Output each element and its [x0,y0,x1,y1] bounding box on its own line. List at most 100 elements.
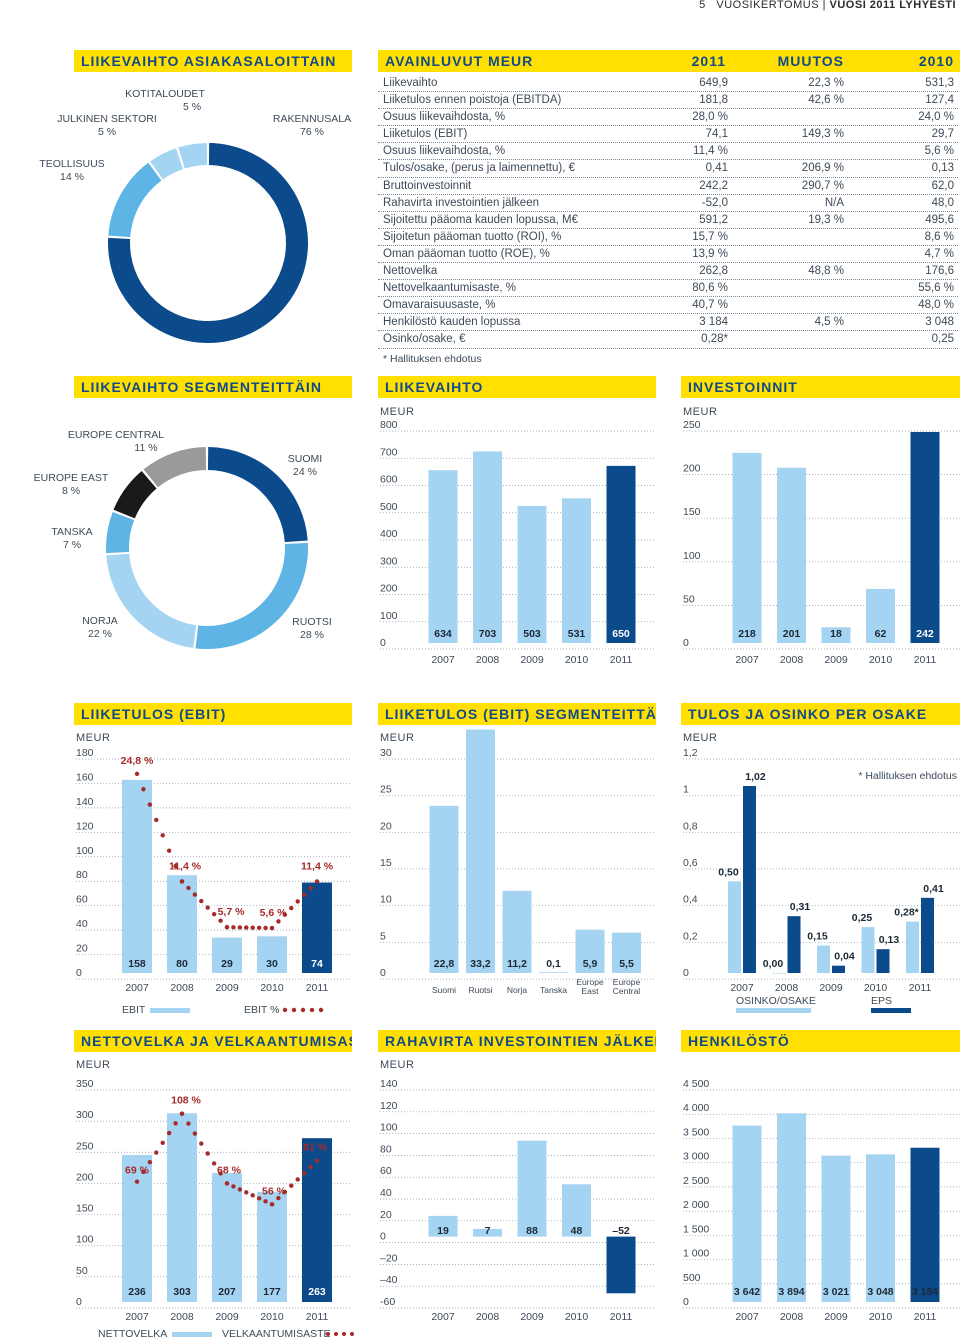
y-tick-label: 200 [76,1171,94,1183]
bar [167,875,197,973]
line-dot [141,787,146,792]
line-value-label: 56 % [262,1185,287,1197]
bar-value-label: 503 [523,628,541,640]
bar [612,932,641,973]
ebit-segments-chart: MEUR 0 5 10 15 20 25 30 22,8 Suomi 33,2 Ruotsi 11,2 N… [380,729,656,996]
y-tick-label: 0 [76,967,82,979]
x-tick-label: 2010 [260,982,284,994]
table-cell-v2011: 15,7 % [692,230,728,243]
legend-label: EBIT [122,1004,146,1016]
y-tick-label: 500 [683,1272,701,1284]
customer-segment-label-name: TEOLLISUUS [39,158,104,170]
x-tick-label: East [581,986,599,996]
y-tick-label: 500 [380,501,398,513]
bar-value-label: 218 [738,628,756,640]
bar-value-label: 1,02 [745,771,766,783]
table-cell-v2010: 127,4 [925,94,954,107]
header-ebit-segments: LIIKETULOS (EBIT) SEGMENTEITTÄIN [378,703,656,725]
bar-value-label: 0,31 [790,901,811,913]
bar-value-label: 242 [916,628,934,640]
line-dot [186,885,191,891]
bar-value-label: 18 [830,628,842,640]
table-cell-v2010: 48,0 % [918,299,954,312]
bar [167,1113,197,1302]
legend-label: NETTOVELKA [98,1328,167,1340]
y-tick-label: 100 [683,550,701,562]
personnel-chart: 0 500 1 000 1 500 2 000 2 500 3 000 3 500 4 000 4… [683,1078,960,1323]
line-dot [160,1140,165,1145]
line-dot [256,1196,262,1201]
segment-label-pct: 24 % [293,466,317,478]
bar [517,505,547,643]
customer-segment-label-pct: 76 % [300,126,324,138]
y-tick-label: 80 [76,869,88,881]
x-tick-label: 2011 [306,982,329,994]
segment-label-pct: 7 % [63,539,81,551]
legend-label: VELKAANTUMISASTE [222,1328,331,1340]
segment-slice [207,447,308,543]
x-tick-label: 2008 [476,1311,500,1323]
bar-value-label: 0,04 [834,951,855,963]
line-value-label: 24,8 % [121,755,154,767]
line-dot [147,802,153,807]
y-tick-label: 60 [380,1165,392,1177]
line-dot [269,1202,275,1207]
customer-segment-label-pct: 5 % [98,126,116,138]
table-row: Nettovelka 262,8 48,8 % 176,6 [378,263,958,281]
header-personnel: HENKILÖSTÖ [681,1030,960,1052]
line-dot [250,1193,255,1198]
line-dot [263,925,268,931]
header-segments: LIIKEVAIHTO SEGMENTEITTÄIN [74,376,352,398]
bar-value-label: 158 [128,958,146,970]
chart-unit: MEUR [76,732,110,744]
bar-value-label: 0,50 [718,866,739,878]
table-cell-change: 19,3 % [808,213,844,226]
bar [817,945,830,973]
x-tick-label: 2007 [735,1311,759,1323]
bar-value-label: 3 048 [867,1286,893,1298]
y-tick-label: 0 [76,1296,82,1308]
bar-value-label: 650 [612,628,630,640]
x-tick-label: 2010 [565,654,589,666]
y-tick-label: 140 [76,796,94,808]
bar [732,452,762,643]
table-cell-v2011: 181,8 [699,94,728,107]
legend-swatch [150,1008,190,1013]
bar [861,927,875,973]
segment-slice [106,553,197,649]
y-tick-label: 0,2 [683,930,698,942]
line-dot [218,1171,223,1176]
table-cell-change: N/A [824,196,844,209]
line-dot [192,892,198,897]
y-tick-label: 700 [380,446,398,458]
key-figures-table: Liikevaihto 649,9 22,3 % 531,3 Liiketulos en… [378,75,958,349]
y-tick-label: 100 [380,610,398,622]
table-cell-v2010: 8,6 % [924,230,954,243]
line-dot [224,1181,230,1186]
table-row: Oman pääoman tuotto (ROE), % 13,9 % 4,7 % [378,246,958,264]
bar [302,882,332,973]
bar-value-label: 29 [221,958,233,970]
bar [777,1113,806,1302]
table-cell-v2011: 242,2 [699,179,728,192]
y-tick-label: 160 [76,771,94,783]
bar [428,470,458,643]
chart-unit: MEUR [683,406,717,418]
bar [473,1228,502,1237]
x-tick-label: 2007 [431,654,455,666]
line-dot [154,817,159,823]
y-tick-label: 0,6 [683,857,698,869]
y-tick-label: 4 000 [683,1102,709,1114]
y-tick-label: 20 [380,820,392,832]
x-tick-label: 2010 [864,982,888,994]
x-tick-label: 2007 [730,982,754,994]
line-dot [289,1183,294,1188]
y-tick-label: 350 [76,1078,94,1090]
segment-label-pct: 28 % [300,629,324,641]
legend-label: EPS [871,995,892,1007]
segment-label-name: TANSKA [51,526,92,538]
page-header-text: 5 VUOSIKERTOMUS | VUOSI 2011 LYHYESTI [699,0,956,11]
table-cell-label: Sijoitetun pääoman tuotto (ROI), % [383,230,562,243]
legend-label: OSINKO/OSAKE [736,995,816,1007]
